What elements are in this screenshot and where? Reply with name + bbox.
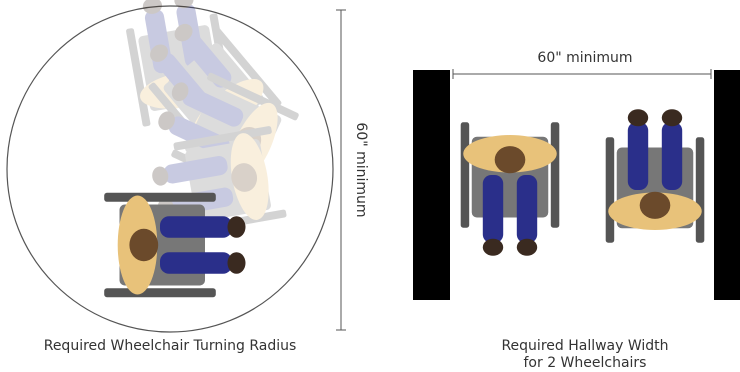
caption: Required Wheelchair Turning Radius (44, 338, 297, 354)
wheelchair-right (606, 109, 705, 242)
wall (714, 70, 740, 300)
wall (413, 70, 450, 300)
caption-line: Required Hallway Width (501, 338, 668, 354)
caption-line: for 2 Wheelchairs (524, 355, 647, 371)
dimension-label: 60" minimum (537, 50, 632, 66)
wheelchair-left (461, 122, 560, 255)
page: 60" minimum Required Wheelchair Turning … (0, 0, 740, 372)
diagram: 60" minimum Required Wheelchair Turning … (0, 0, 740, 372)
dimension-label: 60" minimum (353, 122, 369, 217)
